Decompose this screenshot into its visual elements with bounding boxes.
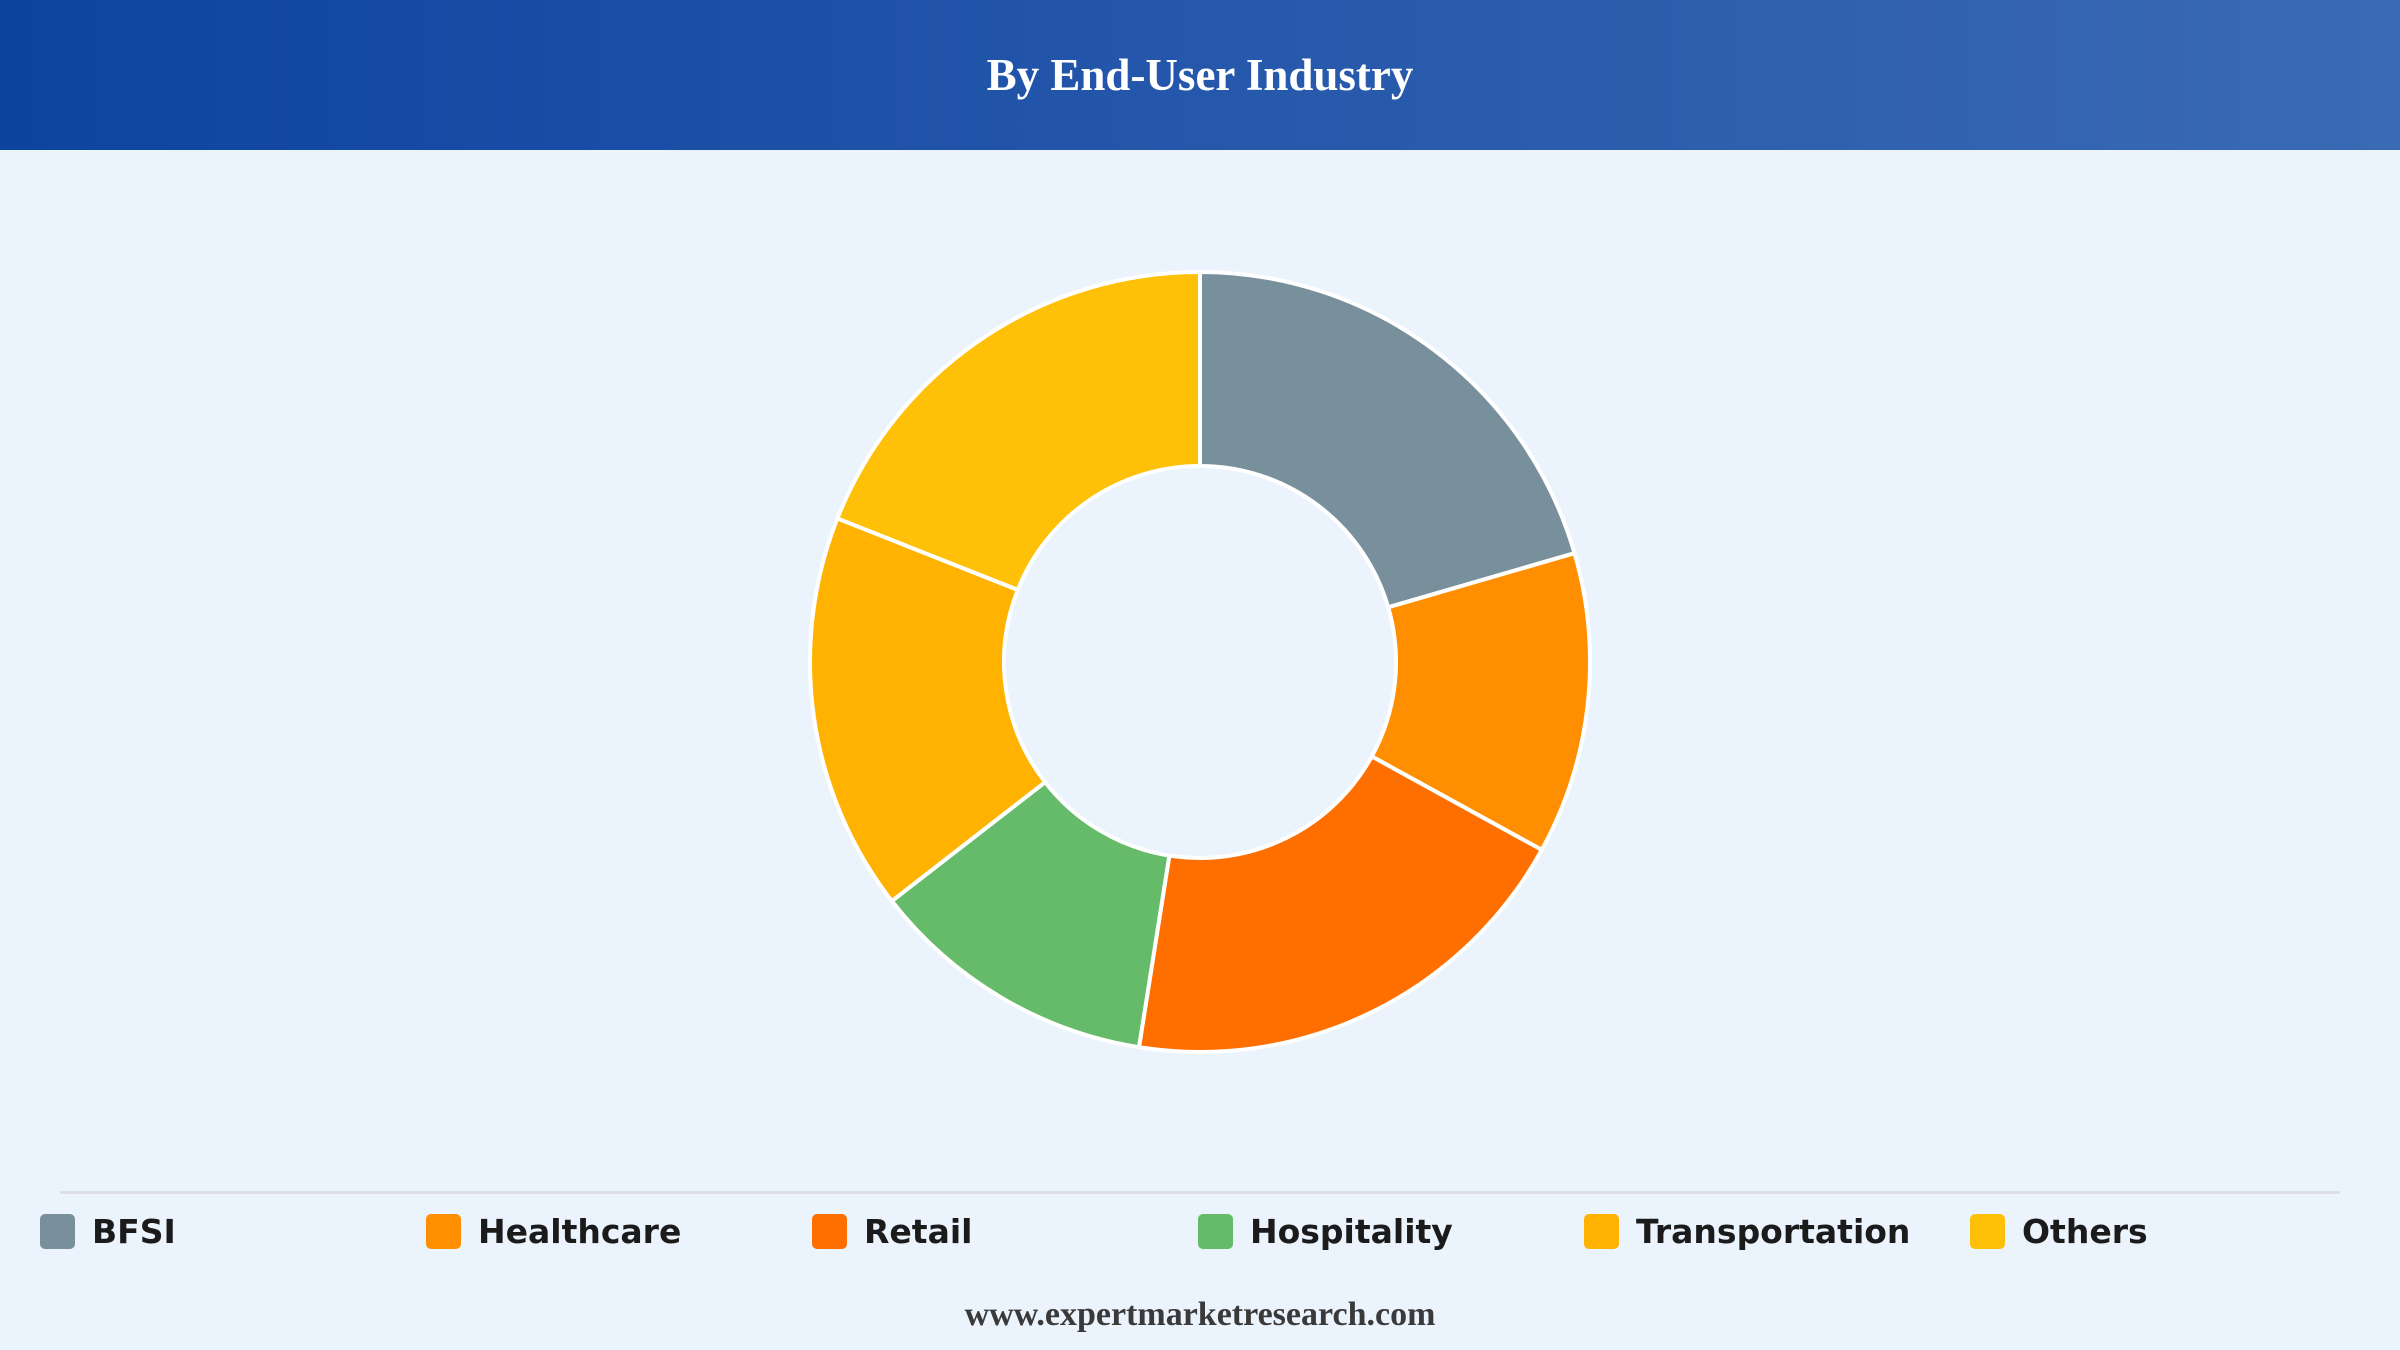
legend-swatch xyxy=(1198,1213,1233,1249)
donut-chart xyxy=(808,270,1592,1054)
legend-label: Retail xyxy=(864,1211,973,1251)
chart-legend: BFSI Healthcare Retail Hospitality Transport… xyxy=(40,1207,2360,1255)
slice-healthcare[interactable] xyxy=(1369,551,1592,852)
slice-retail[interactable] xyxy=(1136,754,1544,1054)
legend-label: Hospitality xyxy=(1250,1211,1453,1251)
legend-swatch xyxy=(1970,1213,2005,1249)
slice-others[interactable] xyxy=(835,270,1202,592)
legend-item-healthcare[interactable]: Healthcare xyxy=(426,1207,681,1255)
legend-swatch xyxy=(426,1213,461,1249)
header-banner: By End-User Industry xyxy=(0,0,2400,150)
legend-label: Healthcare xyxy=(478,1211,682,1251)
legend-label: Others xyxy=(2022,1211,2148,1251)
source-url: www.expertmarketresearch.com xyxy=(964,1296,1436,1333)
legend-item-transportation[interactable]: Transportation xyxy=(1584,1207,1910,1255)
legend-label: BFSI xyxy=(92,1211,176,1251)
slice-transportation[interactable] xyxy=(808,516,1048,904)
legend-item-bfsi[interactable]: BFSI xyxy=(40,1207,176,1255)
chart-title: By End-User Industry xyxy=(986,50,1414,100)
legend-item-hospitality[interactable]: Hospitality xyxy=(1198,1207,1453,1255)
legend-swatch xyxy=(1584,1213,1619,1249)
legend-swatch xyxy=(40,1213,75,1249)
slice-bfsi[interactable] xyxy=(1198,270,1577,610)
legend-label: Transportation xyxy=(1636,1211,1911,1251)
legend-item-retail[interactable]: Retail xyxy=(812,1207,972,1255)
legend-divider xyxy=(60,1191,2340,1194)
legend-item-others[interactable]: Others xyxy=(1970,1207,2148,1255)
legend-swatch xyxy=(812,1213,847,1249)
